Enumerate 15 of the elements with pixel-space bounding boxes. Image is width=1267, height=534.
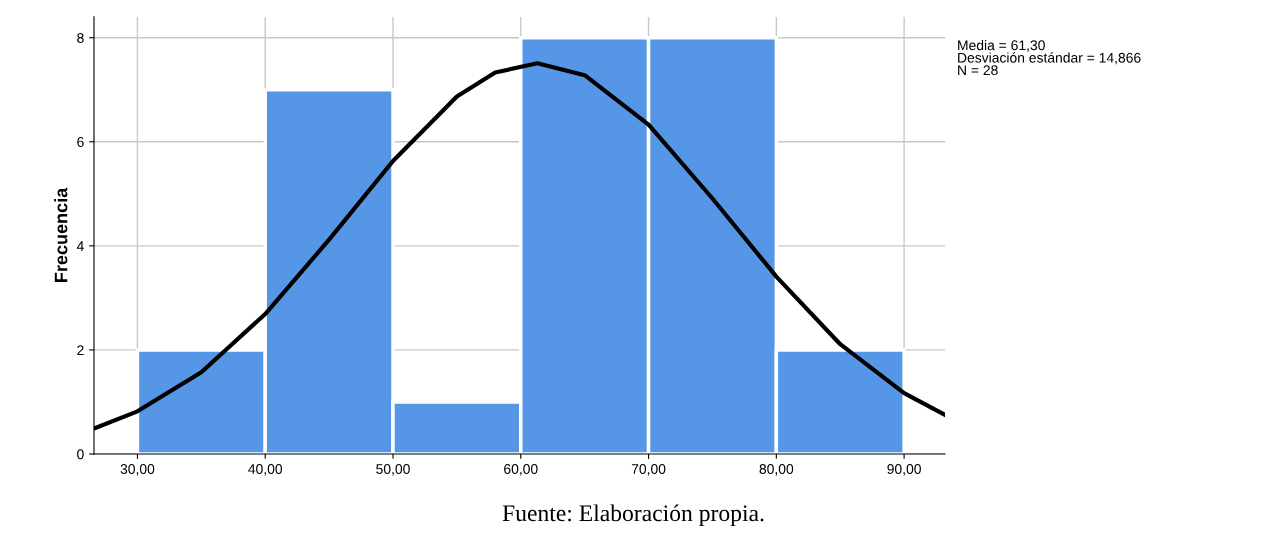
x-tick-label: 70,00 — [631, 464, 666, 476]
y-tick-label: 0 — [77, 449, 84, 460]
x-tick-label: 30,00 — [120, 464, 155, 476]
source-note: Fuente: Elaboración propia. — [502, 504, 764, 526]
x-tick-label: 50,00 — [376, 464, 410, 476]
x-tick-label: 90,00 — [887, 464, 921, 476]
text: Media = 61,30 Desviación estándar = 14,866 N = 28 — [958, 40, 1141, 76]
x-tick-label: 60,00 — [504, 464, 538, 476]
y-tick-label: 4 — [76, 241, 84, 251]
y-tick-label: 8 — [77, 33, 84, 43]
y-tick-label: 2 — [77, 345, 84, 355]
y-axis-title: Frecuencia — [54, 187, 68, 282]
y-tick-label: 6 — [77, 137, 84, 147]
x-tick-label: 80,00 — [759, 464, 794, 476]
x-tick-label: 40,00 — [248, 464, 283, 476]
